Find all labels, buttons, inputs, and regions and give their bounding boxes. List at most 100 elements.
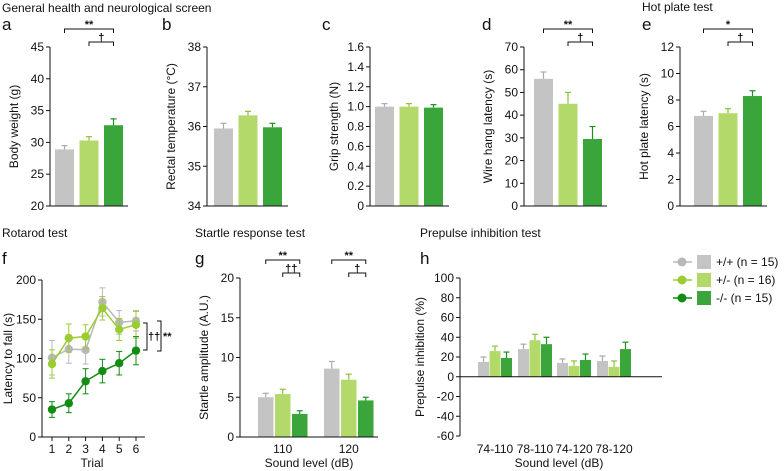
legend-swatch (697, 273, 711, 287)
y-tick-label-d: 20 (505, 154, 519, 168)
y-tick-label-a: 30 (31, 135, 45, 149)
bar-g-+/- (275, 394, 291, 437)
bar-d-+/+ (534, 78, 553, 206)
y-tick-label-c: 0.6 (347, 139, 364, 153)
annotation-bracket-f (143, 322, 148, 351)
y-tick-label-d: 60 (505, 63, 519, 77)
bar-d-+/- (558, 103, 578, 206)
y-tick-label-c: 1.6 (347, 40, 364, 54)
bar-h--/- (580, 359, 591, 377)
y-axis-label-g: Startle amplitude (A.U.) (197, 295, 211, 420)
y-tick-label-c: 0.2 (347, 179, 364, 193)
y-tick-label-g: 15 (221, 311, 235, 325)
y-tick-label-e: 4 (667, 146, 674, 160)
y-tick-label-d: 10 (505, 176, 519, 190)
bar-c--/- (424, 107, 443, 206)
x-tick-label-f: 6 (133, 442, 140, 456)
legend-swatch (697, 291, 711, 305)
bar-g-+/+ (324, 368, 340, 437)
y-tick-label-b: 35 (188, 159, 202, 173)
significance-label-g: † (354, 263, 360, 275)
y-axis-label-f: Latency to fall (s) (1, 313, 15, 404)
bar-e-+/+ (694, 115, 713, 206)
x-axis-label-g: Sound level (dB) (265, 456, 354, 470)
y-axis-label-b: Rectal temperature (°C) (164, 63, 178, 190)
bar-h-+/+ (478, 361, 489, 377)
bar-h-+/- (489, 351, 501, 377)
annotation-label-f: ** (163, 331, 172, 343)
significance-bracket-a (88, 41, 114, 46)
bar-g--/- (358, 400, 374, 437)
significance-bracket-e (703, 28, 753, 33)
annotation-bracket-f (157, 320, 162, 352)
panel-letter-e: e (642, 15, 651, 34)
y-tick-label-a: 40 (31, 72, 45, 86)
bar-g-+/- (341, 379, 357, 437)
bar-e-+/- (718, 113, 738, 206)
legend-marker (677, 275, 687, 285)
bar-g--/- (292, 413, 308, 437)
significance-label-e: † (737, 32, 743, 44)
significance-label-d: † (577, 32, 583, 44)
data-point--/- (47, 405, 57, 414)
bar-h--/- (620, 349, 631, 377)
panel-letter-d: d (482, 15, 491, 34)
y-tick-label-h: -60 (437, 429, 455, 443)
y-tick-label-f: 200 (16, 273, 36, 287)
section-title-startle: Startle response test (195, 226, 306, 240)
panel-letter-g: g (195, 249, 204, 268)
series-line-+/- (51, 306, 137, 365)
bar-h-+/- (608, 366, 620, 377)
bar-h-+/- (568, 365, 580, 377)
y-tick-label-g: 0 (227, 430, 234, 444)
significance-label-g: ** (278, 250, 287, 262)
y-tick-label-c: 1.4 (347, 60, 364, 74)
y-tick-label-g: 5 (227, 390, 234, 404)
significance-bracket-g (282, 272, 301, 277)
x-tick-label-h: 74-110 (477, 442, 514, 456)
y-tick-label-d: 30 (505, 131, 519, 145)
y-tick-label-c: 0.8 (347, 120, 364, 134)
x-tick-label-h: 78-110 (517, 442, 554, 456)
panel-letter-f: f (2, 249, 7, 268)
bar-c-+/+ (375, 106, 394, 206)
data-point--/- (98, 366, 107, 376)
y-tick-label-h: 60 (441, 311, 455, 325)
section-title-rotarod: Rotarod test (2, 226, 68, 240)
y-tick-label-f: 150 (16, 312, 36, 326)
bar-h--/- (501, 357, 512, 377)
x-tick-label-f: 5 (116, 442, 123, 456)
legend-label: -/- (n = 15) (716, 291, 772, 305)
bar-c-+/- (399, 106, 419, 206)
significance-bracket-g (265, 259, 301, 264)
y-tick-label-g: 10 (221, 351, 235, 365)
bar-h-+/+ (597, 360, 608, 377)
x-tick-label-h: 74-120 (555, 442, 593, 456)
data-point-+/- (81, 332, 90, 341)
x-tick-label-f: 2 (65, 442, 72, 456)
data-point-+/- (64, 333, 74, 343)
significance-label-g: ** (344, 250, 353, 262)
x-tick-label-h: 78-120 (595, 442, 633, 456)
data-point-+/- (115, 325, 124, 334)
significance-label-g: †† (285, 263, 297, 275)
bar-g-+/+ (258, 397, 274, 437)
x-tick-label-f: 4 (99, 442, 106, 456)
y-axis-label-a: Body weight (g) (7, 85, 21, 168)
y-tick-label-f: 0 (29, 430, 36, 444)
significance-label-e: * (726, 19, 731, 31)
y-tick-label-h: -20 (437, 390, 455, 404)
y-tick-label-h: 100 (434, 271, 454, 285)
significance-label-a: † (98, 32, 104, 44)
data-point-+/- (131, 320, 141, 329)
data-point--/- (131, 346, 141, 355)
y-tick-label-d: 40 (505, 108, 519, 122)
significance-bracket-e (727, 41, 753, 46)
series-line-+/+ (51, 300, 137, 359)
x-tick-label-f: 3 (82, 442, 89, 456)
significance-bracket-d (543, 28, 593, 33)
y-tick-label-b: 38 (188, 40, 202, 54)
y-axis-label-c: Grip strength (N) (327, 82, 341, 171)
